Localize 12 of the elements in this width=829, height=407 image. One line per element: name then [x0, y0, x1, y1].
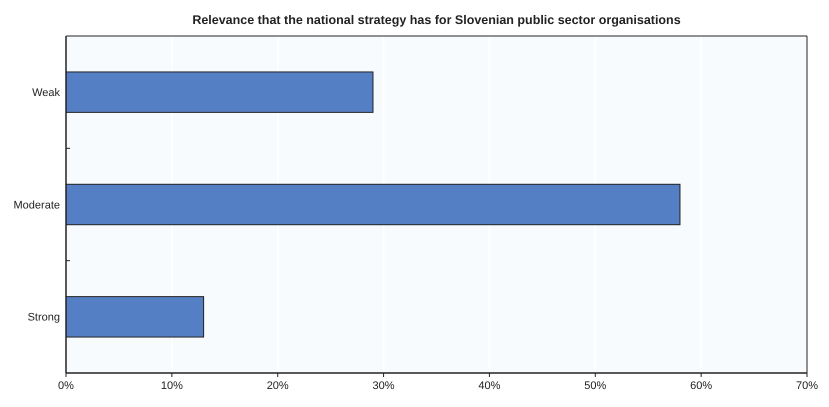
x-tick-label: 60%: [690, 380, 712, 392]
y-tick-label: Weak: [32, 87, 60, 100]
x-tick-label: 40%: [478, 380, 501, 392]
x-tick-label: 70%: [796, 380, 818, 392]
y-tick-label: Strong: [28, 312, 60, 324]
y-tick-label: Moderate: [14, 199, 60, 212]
x-tick-label: 0%: [58, 380, 74, 392]
x-tick-label: 20%: [266, 380, 289, 392]
x-tick-label: 10%: [160, 380, 184, 392]
x-tick-label: 30%: [372, 380, 395, 392]
x-tick-label: 50%: [584, 380, 607, 392]
chart-title: Relevance that the national strategy has for Slovenian public sector organisations: [192, 13, 681, 27]
